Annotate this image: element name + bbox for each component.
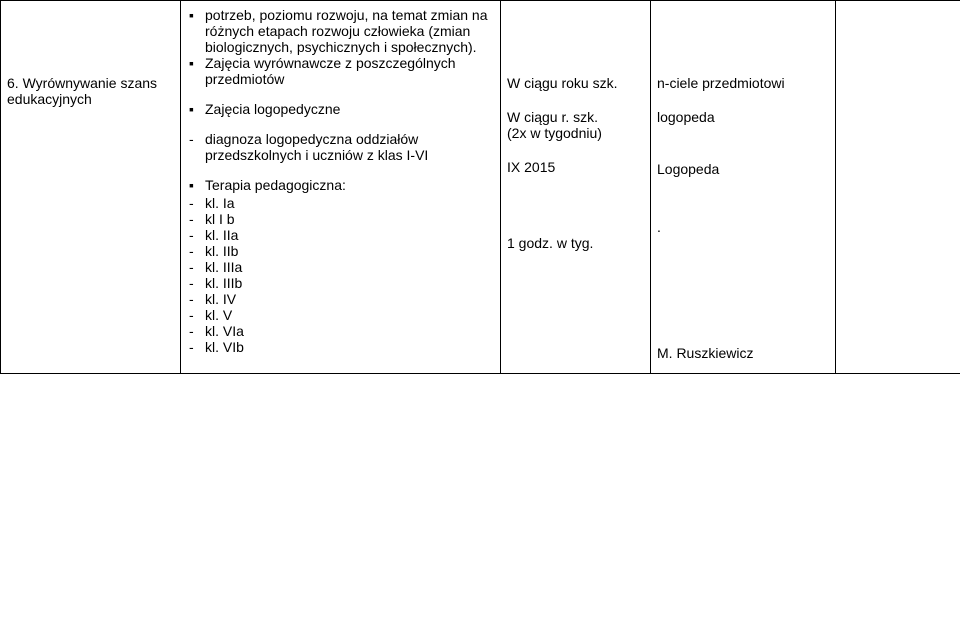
c4-line2: logopeda xyxy=(657,109,829,125)
cell-col2: potrzeb, poziomu rozwoju, na temat zmian… xyxy=(181,1,501,374)
list-item: kl. V xyxy=(205,307,494,323)
table-row: 6. Wyrównywanie szans edukacyjnych potrz… xyxy=(1,1,960,374)
list-item: Zajęcia logopedyczne xyxy=(205,101,494,117)
row-title: 6. Wyrównywanie szans edukacyjnych xyxy=(7,75,174,107)
list-item: Terapia pedagogiczna: xyxy=(205,177,494,193)
list-item: kl I b xyxy=(205,211,494,227)
c4-line4a: . xyxy=(657,219,829,235)
c3-line2a: W ciągu r. szk. xyxy=(507,109,644,125)
c4-line4b: M. Ruszkiewicz xyxy=(657,345,829,361)
c3-line3: IX 2015 xyxy=(507,159,644,175)
cell-col3: W ciągu roku szk. W ciągu r. szk. (2x w … xyxy=(501,1,651,374)
list-item: kl. IV xyxy=(205,291,494,307)
block4-list: kl. Ia kl I b kl. IIa kl. IIb kl. IIIa k… xyxy=(187,195,494,355)
document-table: 6. Wyrównywanie szans edukacyjnych potrz… xyxy=(0,0,960,374)
list-item: Zajęcia wyrównawcze z poszczególnych prz… xyxy=(205,55,494,87)
c4-line1: n-ciele przedmiotowi xyxy=(657,75,829,91)
block3-list: diagnoza logopedyczna oddziałów przedszk… xyxy=(187,131,494,163)
list-item: kl. VIa xyxy=(205,323,494,339)
list-item: kl. IIb xyxy=(205,243,494,259)
cell-col1: 6. Wyrównywanie szans edukacyjnych xyxy=(1,1,181,374)
c3-line1: W ciągu roku szk. xyxy=(507,75,644,91)
block2-list: Zajęcia logopedyczne xyxy=(187,101,494,117)
list-item: kl. Ia xyxy=(205,195,494,211)
c4-line3: Logopeda xyxy=(657,161,829,177)
block1-list: potrzeb, poziomu rozwoju, na temat zmian… xyxy=(187,7,494,87)
list-item: kl. VIb xyxy=(205,339,494,355)
c3-line2b: (2x w tygodniu) xyxy=(507,125,644,141)
block4-header-list: Terapia pedagogiczna: xyxy=(187,177,494,193)
list-item: potrzeb, poziomu rozwoju, na temat zmian… xyxy=(205,7,494,55)
list-item: kl. IIa xyxy=(205,227,494,243)
c3-line4: 1 godz. w tyg. xyxy=(507,235,644,251)
list-item: kl. IIIb xyxy=(205,275,494,291)
cell-col4: n-ciele przedmiotowi logopeda Logopeda .… xyxy=(651,1,836,374)
list-item: kl. IIIa xyxy=(205,259,494,275)
list-item: diagnoza logopedyczna oddziałów przedszk… xyxy=(205,131,494,163)
cell-col5 xyxy=(836,1,960,374)
